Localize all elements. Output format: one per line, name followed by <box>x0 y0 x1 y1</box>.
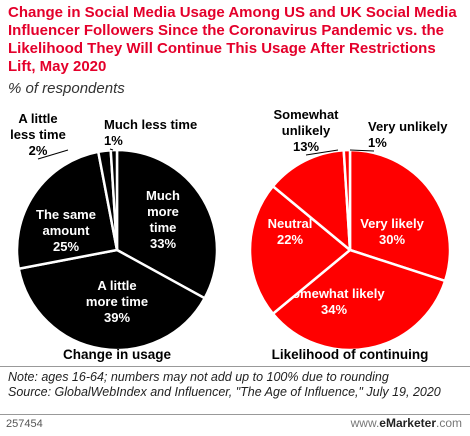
slice-label-somewhat-unlikely: Somewhat unlikely 13% <box>273 107 339 154</box>
divider-bottom <box>0 414 470 415</box>
slice-somewhat-unlikely[interactable] <box>271 148 352 252</box>
slice-value-a-little-more-time: 39% <box>104 310 130 325</box>
slice-value-very-likely: 30% <box>379 232 405 247</box>
slice-label-somewhat-likely: Somewhat likely 34% <box>283 286 385 317</box>
slice-much-more-time[interactable] <box>115 148 219 300</box>
pie-likelihood-of-continuing: Very likely 30% Somewhat likely 34% Neutral 2… <box>248 107 452 362</box>
pie-caption-change-in-usage: Change in usage <box>63 347 172 362</box>
slice-somewhat-likely[interactable] <box>271 248 447 352</box>
pie-charts: Much more time 33% A little more time 39% The s… <box>10 107 452 362</box>
slice-label-a-little-more-time: A little more time 39% <box>86 278 148 325</box>
source-text: Source: GlobalWebIndex and Influencer, "… <box>8 385 441 399</box>
chart-subtitle: % of respondents <box>8 80 125 97</box>
leader-line-much-less-time <box>109 148 114 151</box>
divider-top <box>0 366 470 367</box>
slice-much-less-time[interactable] <box>109 148 119 252</box>
slice-a-little-more-time[interactable] <box>17 248 206 352</box>
leader-line-somewhat-unlikely <box>305 149 339 156</box>
pie-change-in-usage: Much more time 33% A little more time 39% The s… <box>10 111 219 362</box>
slice-label-neutral: Neutral 22% <box>268 216 313 247</box>
slice-label-very-unlikely: Very unlikely 1% <box>368 119 448 150</box>
slice-value-neutral: 22% <box>277 232 303 247</box>
slice-value-somewhat-likely: 34% <box>321 302 347 317</box>
slice-neutral[interactable] <box>248 185 352 315</box>
slice-value-very-unlikely: 1% <box>368 135 387 150</box>
slice-value-a-little-less-time: 2% <box>29 143 48 158</box>
leader-line-very-unlikely <box>349 149 375 152</box>
leader-line-a-little-less-time <box>37 149 69 160</box>
slice-label-very-likely: Very likely 30% <box>360 216 424 247</box>
footnote: Note: ages 16-64; numbers may not add up… <box>8 370 464 400</box>
slice-label-a-little-less-time: A little less time 2% <box>10 111 66 158</box>
slice-the-same-amount[interactable] <box>15 150 119 270</box>
chart-id: 257454 <box>6 418 43 430</box>
chart-title: Change in Social Media Usage Among US an… <box>8 4 457 75</box>
slice-very-likely[interactable] <box>348 148 452 283</box>
pie-caption-likelihood-of-continuing: Likelihood of continuing <box>272 347 429 362</box>
brand-prefix: www. <box>350 416 380 430</box>
slice-value-somewhat-unlikely: 13% <box>293 139 319 154</box>
slice-very-unlikely[interactable] <box>342 148 352 252</box>
slice-label-much-less-time: Much less time 1% <box>104 117 197 148</box>
slice-label-the-same-amount: The same amount 25% <box>36 207 96 254</box>
brand-logo[interactable]: www.eMarketer.com <box>351 416 462 430</box>
note-text: Note: ages 16-64; numbers may not add up… <box>8 370 389 384</box>
slice-value-much-less-time: 1% <box>104 133 123 148</box>
slice-value-much-more-time: 33% <box>150 236 176 251</box>
slice-value-the-same-amount: 25% <box>53 239 79 254</box>
brand-suffix: .com <box>435 416 462 430</box>
slice-label-much-more-time: Much more time 33% <box>146 188 180 251</box>
brand-name: eMarketer <box>379 416 436 430</box>
